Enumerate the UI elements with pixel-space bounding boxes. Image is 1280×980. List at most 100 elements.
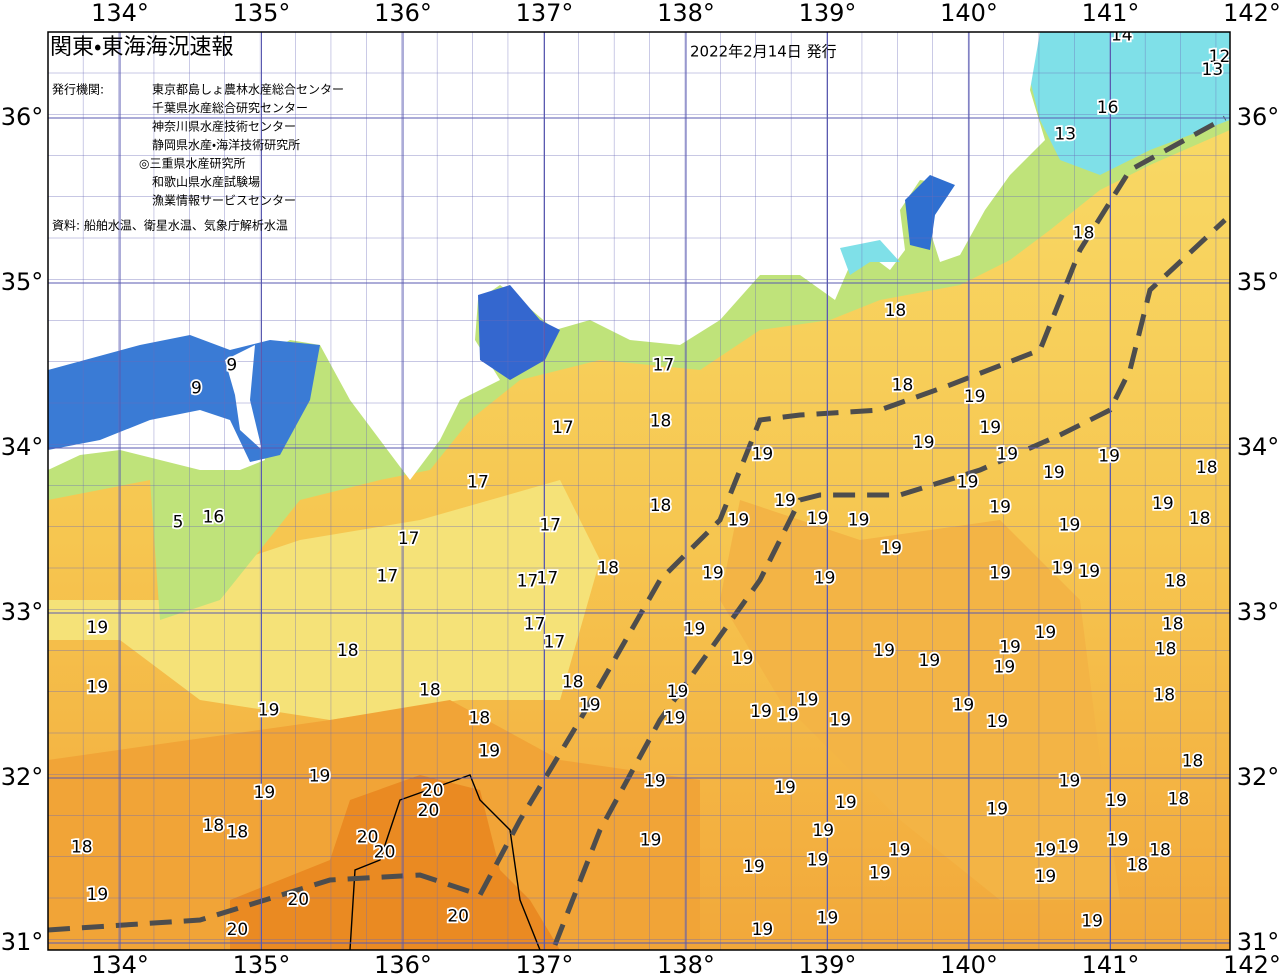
isotherm-label: 18 <box>1189 509 1211 529</box>
isotherm-label: 19 <box>964 387 986 407</box>
isotherm-label: 19 <box>994 657 1016 677</box>
isotherm-label: 18 <box>1165 572 1187 592</box>
lat-label: 36° <box>1237 103 1280 131</box>
issue-date: 2022年2月14日 発行 <box>690 43 837 61</box>
lon-label: 141° <box>1082 0 1140 27</box>
isotherm-label: 20 <box>287 890 309 910</box>
isotherm-label: 19 <box>777 705 799 725</box>
isotherm-label: 19 <box>667 682 689 702</box>
fine-grid <box>48 32 1230 950</box>
isotherm-label: 20 <box>447 907 469 927</box>
lon-label: 138° <box>657 0 715 27</box>
isotherm-label: 19 <box>644 771 666 791</box>
lat-label: 33° <box>1237 598 1280 626</box>
isotherm-label: 19 <box>752 920 774 940</box>
lon-label: 135° <box>233 0 291 27</box>
isotherm-label: 19 <box>1105 791 1127 811</box>
isotherm-label: 19 <box>807 851 829 871</box>
isotherm-label: 18 <box>650 412 672 432</box>
isotherm-label: 16 <box>203 507 225 527</box>
isotherm-label: 19 <box>728 511 750 531</box>
isotherm-label: 19 <box>478 742 500 762</box>
isotherm-label: 9 <box>191 379 202 399</box>
isotherm-label: 18 <box>227 822 249 842</box>
isotherm-label: 19 <box>1107 831 1129 851</box>
isotherm-label: 19 <box>774 491 796 511</box>
isotherm-label: 17 <box>398 529 420 549</box>
isotherm-label: 18 <box>892 375 914 395</box>
issuers-label: 発行機関: <box>52 83 104 97</box>
issuer: 千葉県水産総合研究センター <box>152 100 308 115</box>
source: 資料: 船舶水温、衛星水温、気象庁解析水温 <box>52 218 288 233</box>
isotherm-label: 19 <box>1035 867 1057 887</box>
isotherm-label: 17 <box>377 567 399 587</box>
isotherm-label: 17 <box>524 615 546 635</box>
isotherm-label: 19 <box>579 695 601 715</box>
isotherm-label: 19 <box>684 620 706 640</box>
isotherm-label: 18 <box>1127 855 1149 875</box>
lat-label: 34° <box>1237 433 1280 461</box>
isotherm-label: 19 <box>814 568 836 588</box>
isotherm-label: 17 <box>544 633 566 653</box>
isotherm-label: 19 <box>1078 562 1100 582</box>
isotherm-label: 19 <box>1043 463 1065 483</box>
isotherm-label: 18 <box>650 496 672 516</box>
lon-label: 138° <box>657 951 715 979</box>
isotherm-label: 19 <box>807 509 829 529</box>
isotherm-label: 17 <box>537 568 559 588</box>
isotherm-label: 19 <box>986 799 1008 819</box>
isotherm-label: 13 <box>1054 125 1076 145</box>
issuer: ◎三重県水産研究所 <box>139 157 245 171</box>
frame <box>47 31 1231 951</box>
isotherm-label: 19 <box>999 638 1021 658</box>
lon-label: 142° <box>1223 0 1280 27</box>
lat-label: 34° <box>1 433 44 461</box>
isotherm-label: 19 <box>829 710 851 730</box>
header: 関東・東海海況速報 2022年2月14日 発行 発行機関: 東京都島しょ農林水産… <box>50 35 837 233</box>
isotherm-label: 19 <box>812 821 834 841</box>
lon-label: 134° <box>91 951 149 979</box>
isotherm-label: 16 <box>1097 98 1119 118</box>
isotherm-label: 19 <box>640 831 662 851</box>
isotherm-label: 18 <box>337 641 359 661</box>
isotherm-label: 20 <box>374 842 396 862</box>
isotherm-label: 17 <box>539 516 561 536</box>
isotherm-label: 19 <box>87 885 109 905</box>
isotherm-label: 18 <box>419 681 441 701</box>
isotherm-label: 19 <box>1035 841 1057 861</box>
isotherm-label: 19 <box>913 433 935 453</box>
isotherm-label: 19 <box>1059 771 1081 791</box>
isotherm-label: 19 <box>989 563 1011 583</box>
current-axis <box>48 115 1227 933</box>
isotherm-label: 19 <box>732 649 754 669</box>
lat-label: 35° <box>1237 268 1280 296</box>
isotherm-label: 19 <box>797 690 819 710</box>
lat-label: 33° <box>1 598 44 626</box>
isotherm-label: 18 <box>1155 639 1177 659</box>
isotherm-label: 19 <box>258 700 280 720</box>
isotherm-label: 19 <box>957 473 979 493</box>
issuer: 静岡県水産・海洋技術研究所 <box>152 137 300 152</box>
isotherm-label: 19 <box>254 783 276 803</box>
isotherm-label: 18 <box>469 709 491 729</box>
lat-label: 31° <box>1 928 44 956</box>
isotherm-label: 19 <box>817 908 839 928</box>
issuer: 漁業情報サービスセンター <box>152 194 296 208</box>
lon-label: 140° <box>940 0 998 27</box>
isotherm-label: 18 <box>203 816 225 836</box>
isotherm-label: 19 <box>309 766 331 786</box>
lon-label: 137° <box>516 951 574 979</box>
isotherm-label: 19 <box>1052 558 1074 578</box>
lat-label: 32° <box>1 763 44 791</box>
graticule <box>48 32 1230 950</box>
isotherm-label: 19 <box>979 418 1001 438</box>
isotherm-label: 17 <box>653 356 675 376</box>
isotherm-label: 18 <box>1073 224 1095 244</box>
lon-label: 139° <box>799 0 857 27</box>
isotherm-label: 19 <box>1152 494 1174 514</box>
lat-label: 31° <box>1237 928 1280 956</box>
